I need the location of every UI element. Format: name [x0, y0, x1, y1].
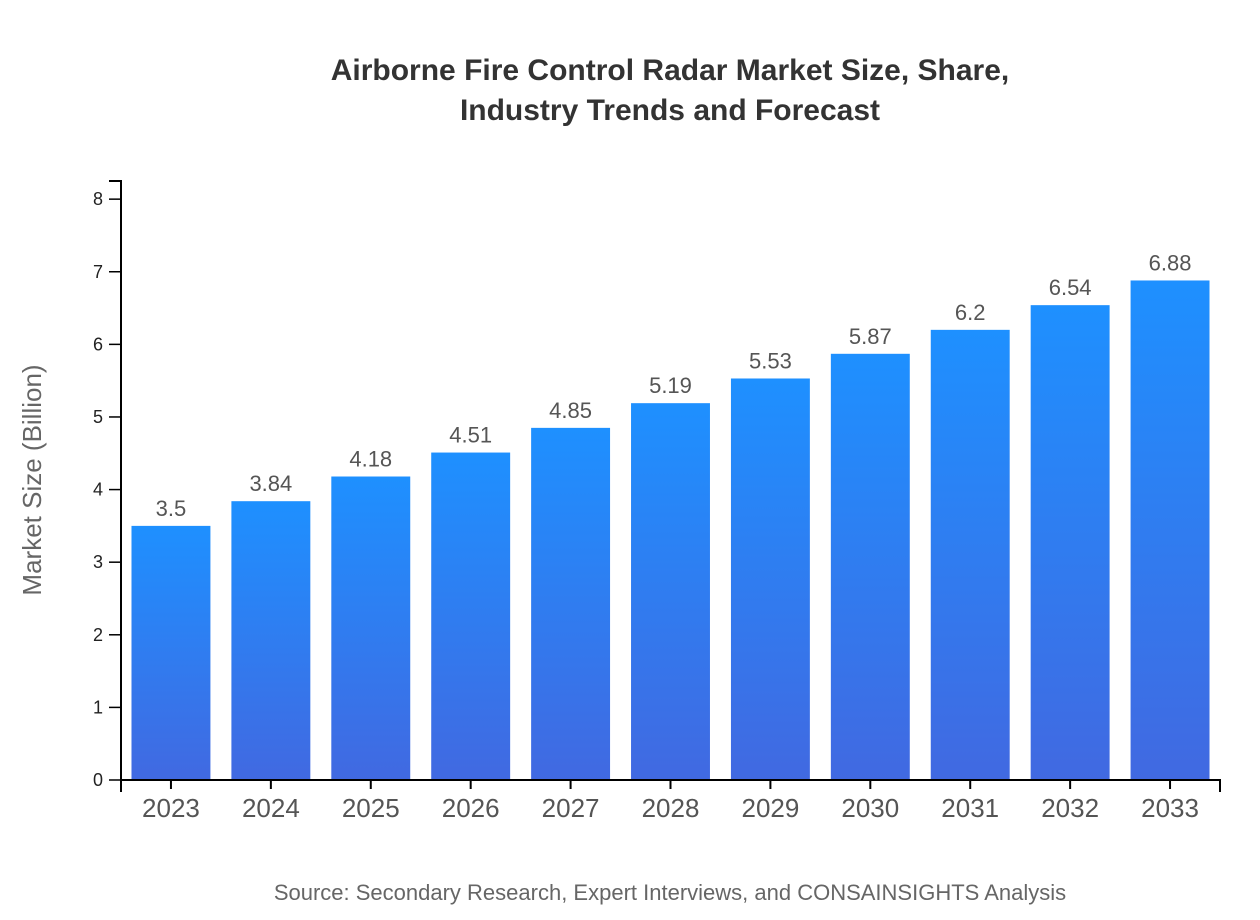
data-label-2032: 6.54 — [1049, 275, 1092, 300]
x-tick-label: 2025 — [342, 793, 400, 823]
data-label-2023: 3.5 — [156, 496, 187, 521]
y-tick-label: 2 — [93, 625, 103, 645]
bar-2026 — [431, 452, 511, 780]
bar-2028 — [631, 403, 710, 780]
data-label-2025: 4.18 — [349, 447, 392, 472]
x-tick-label: 2026 — [442, 793, 500, 823]
y-tick-label: 7 — [93, 262, 103, 282]
bar-2029 — [730, 378, 810, 780]
bar-2023 — [131, 525, 211, 780]
bar-2024 — [231, 501, 311, 780]
bar-2025 — [331, 476, 411, 780]
bar-2032 — [1030, 305, 1110, 780]
data-label-2031: 6.2 — [955, 300, 986, 325]
bar-2033 — [1130, 280, 1210, 780]
y-tick-label: 1 — [93, 697, 103, 717]
bar-2027 — [531, 427, 611, 780]
x-tick-label: 2033 — [1141, 793, 1199, 823]
data-label-2029: 5.53 — [749, 348, 792, 373]
data-label-2028: 5.19 — [649, 373, 692, 398]
y-tick-label: 0 — [93, 770, 103, 790]
chart-title-line-1: Airborne Fire Control Radar Market Size,… — [331, 54, 1010, 87]
x-tick-label: 2023 — [142, 793, 200, 823]
y-tick-label: 4 — [93, 480, 103, 500]
x-axis-line — [120, 779, 1221, 792]
x-tick-label: 2032 — [1041, 793, 1099, 823]
y-tick-label: 5 — [93, 407, 103, 427]
data-label-2027: 4.85 — [549, 398, 592, 423]
y-tick-label: 3 — [93, 552, 103, 572]
data-label-2026: 4.51 — [449, 423, 492, 448]
data-label-2033: 6.88 — [1149, 250, 1192, 275]
y-axis-label: Market Size (Billion) — [17, 364, 47, 595]
y-tick-label: 6 — [93, 334, 103, 354]
data-label-2030: 5.87 — [849, 324, 892, 349]
source-note: Source: Secondary Research, Expert Inter… — [274, 880, 1066, 905]
x-tick-label: 2029 — [741, 793, 799, 823]
y-tick-label: 8 — [93, 189, 103, 209]
x-tick-label: 2028 — [642, 793, 700, 823]
data-label-2024: 3.84 — [249, 471, 292, 496]
bar-2030 — [830, 353, 910, 780]
y-axis-line — [109, 180, 122, 780]
x-tick-label: 2031 — [941, 793, 999, 823]
x-tick-label: 2024 — [242, 793, 300, 823]
bar-2031 — [930, 329, 1010, 780]
x-tick-label: 2027 — [542, 793, 600, 823]
x-tick-label: 2030 — [841, 793, 899, 823]
chart-title-line-2: Industry Trends and Forecast — [460, 94, 880, 127]
